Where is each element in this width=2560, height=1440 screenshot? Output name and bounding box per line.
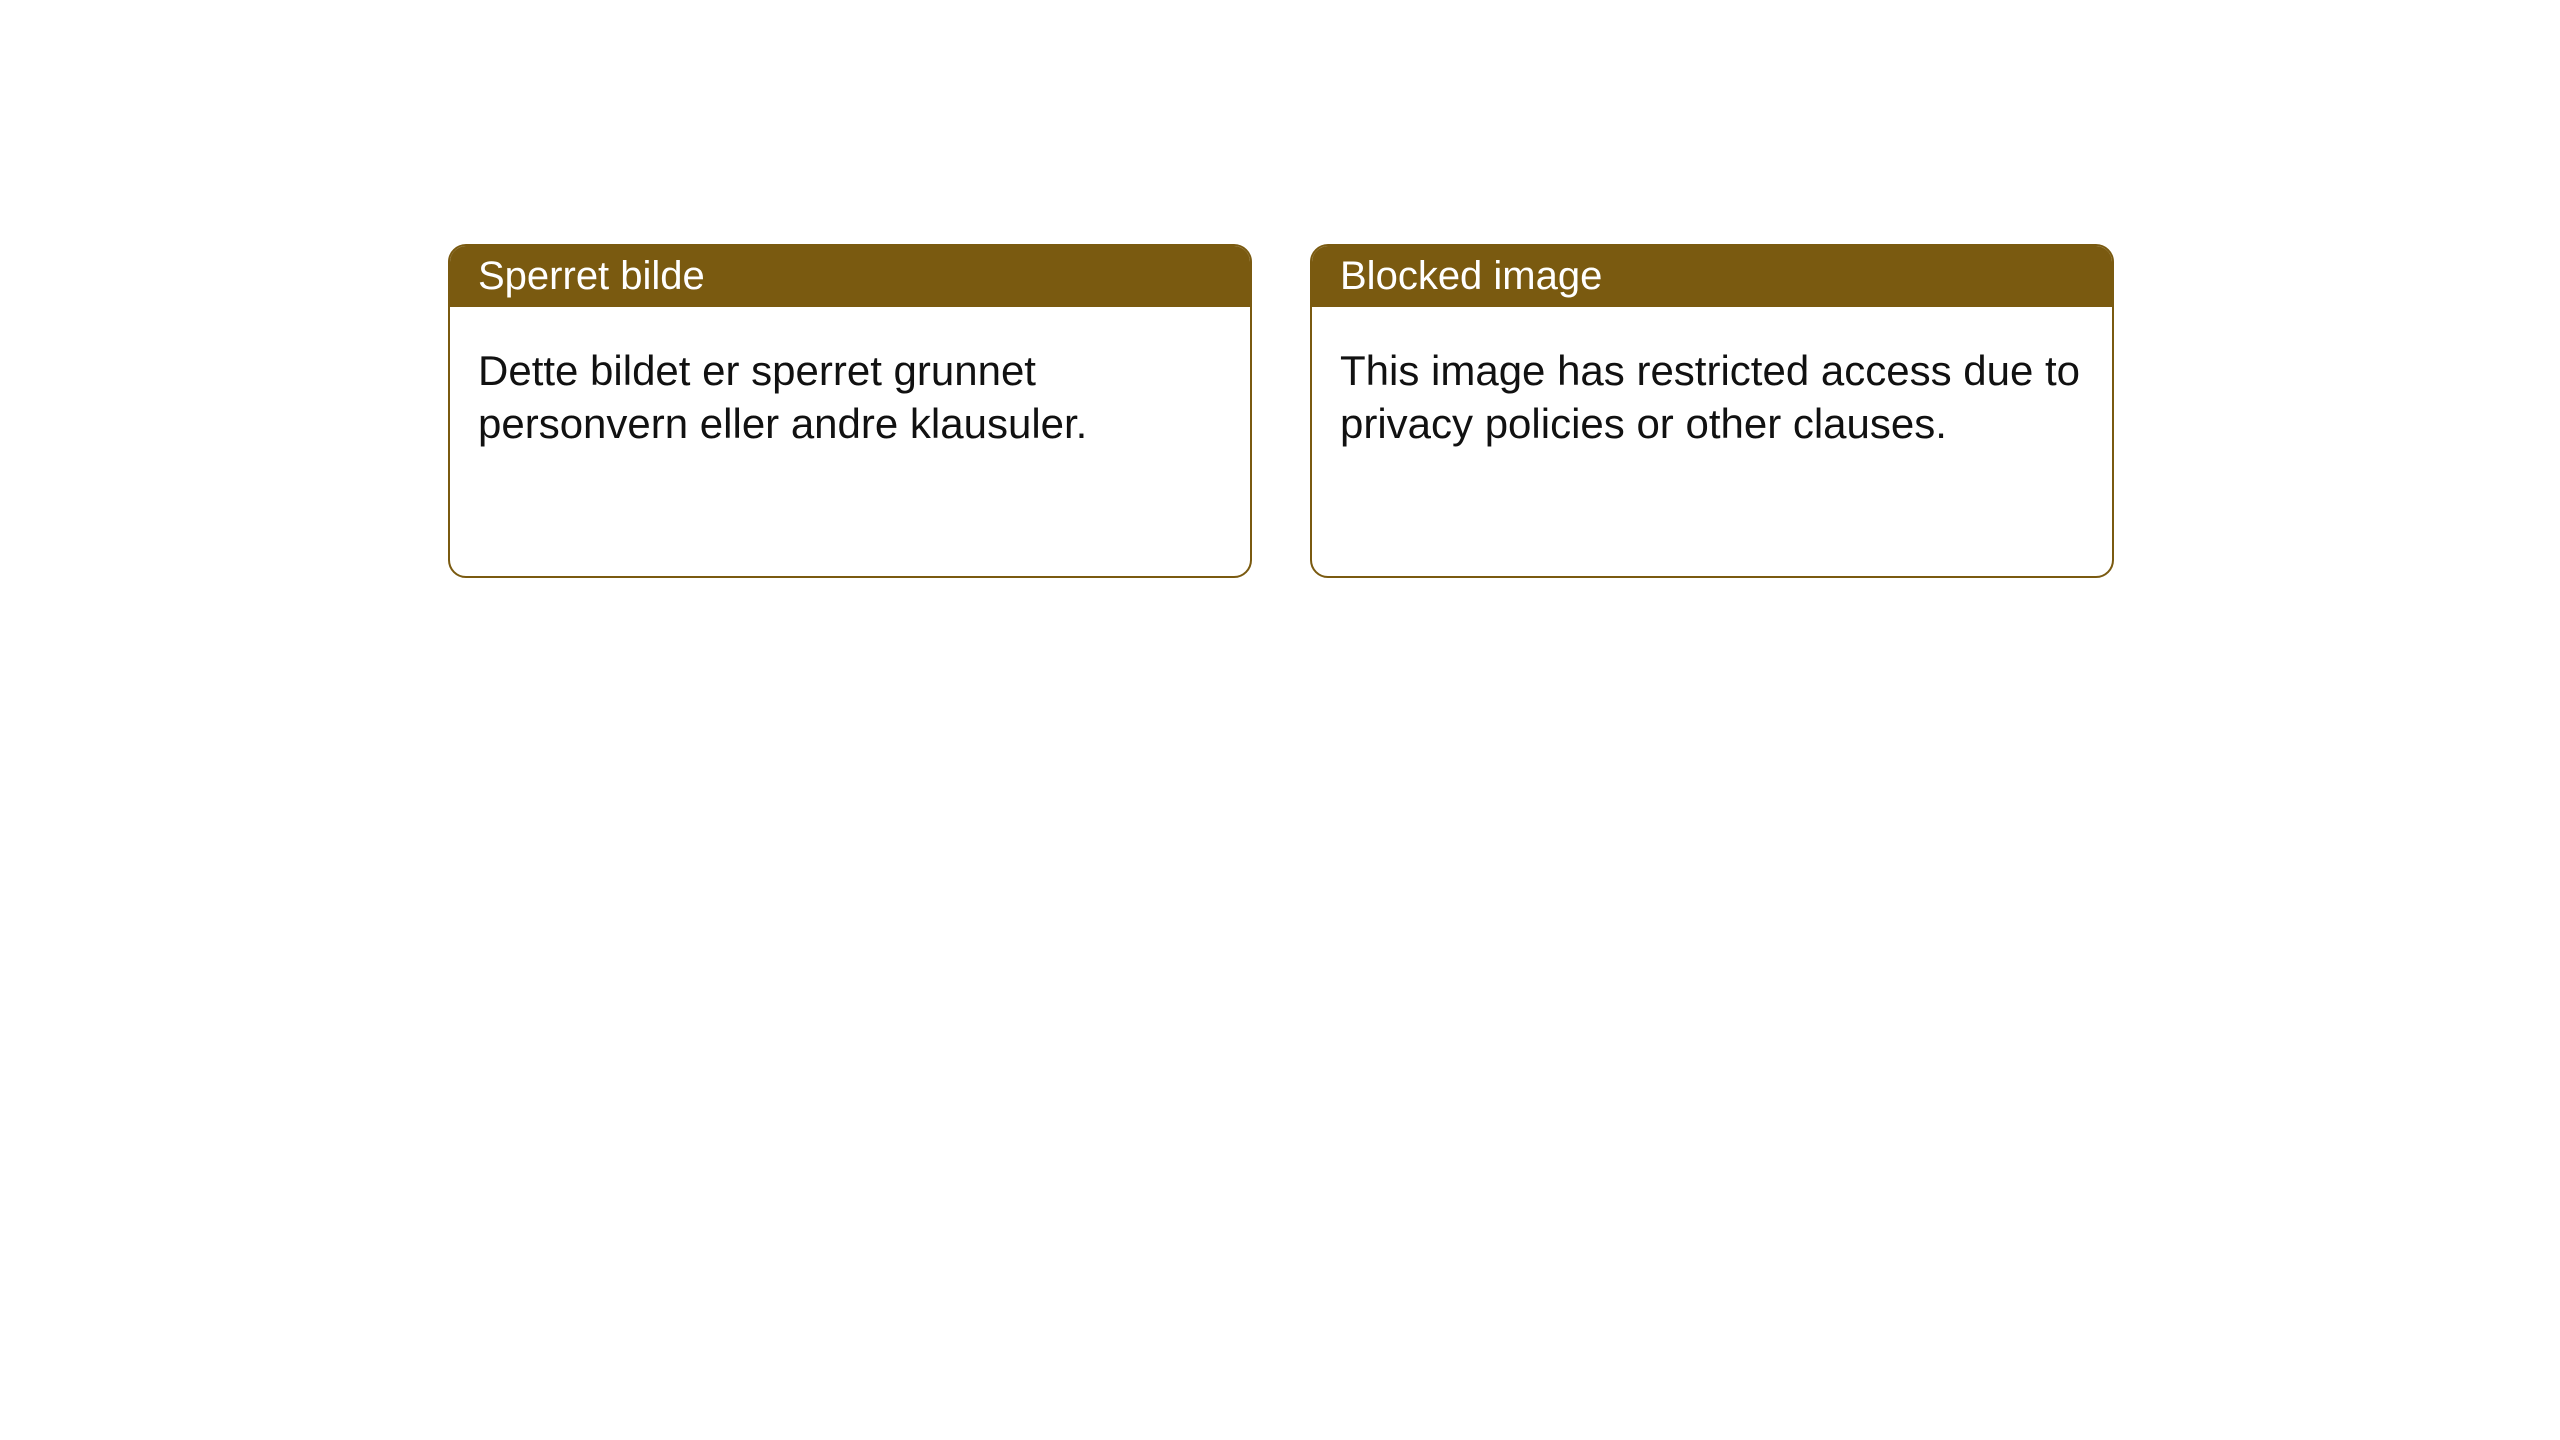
- blocked-image-notice-en: Blocked image This image has restricted …: [1310, 244, 2114, 578]
- notice-body-en: This image has restricted access due to …: [1312, 307, 2112, 488]
- notice-title-no: Sperret bilde: [450, 246, 1250, 307]
- blocked-image-notice-no: Sperret bilde Dette bildet er sperret gr…: [448, 244, 1252, 578]
- notice-body-no: Dette bildet er sperret grunnet personve…: [450, 307, 1250, 488]
- notice-title-en: Blocked image: [1312, 246, 2112, 307]
- notice-container: Sperret bilde Dette bildet er sperret gr…: [0, 0, 2560, 578]
